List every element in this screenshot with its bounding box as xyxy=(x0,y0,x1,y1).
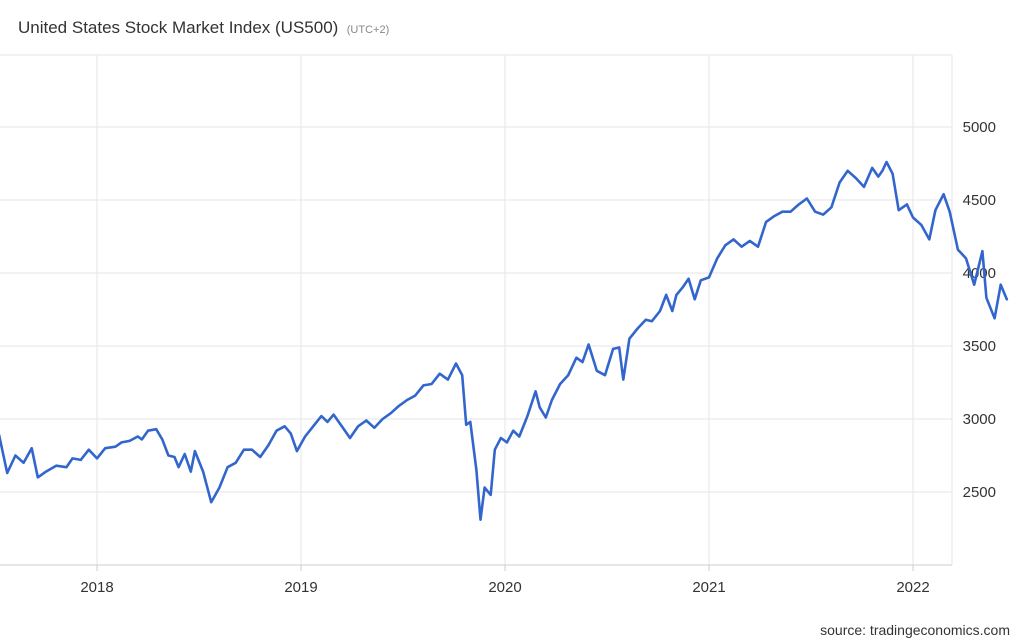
y-tick-label: 5000 xyxy=(963,119,996,136)
y-tick-label: 3000 xyxy=(963,411,996,428)
x-tick-label: 2021 xyxy=(692,579,725,596)
chart-title-row: United States Stock Market Index (US500)… xyxy=(18,18,389,38)
y-tick-label: 3500 xyxy=(963,338,996,355)
source-label: source: tradingeconomics.com xyxy=(820,622,1010,638)
series-line-0 xyxy=(0,160,1009,521)
x-tick-label: 2020 xyxy=(488,579,521,596)
y-tick-label: 2500 xyxy=(963,484,996,501)
x-tick-label: 2019 xyxy=(284,579,317,596)
x-tick-label: 2022 xyxy=(896,579,929,596)
chart-title: United States Stock Market Index (US500) xyxy=(18,18,339,37)
timezone-label: (UTC+2) xyxy=(346,24,390,36)
x-tick-label: 2018 xyxy=(80,579,113,596)
y-tick-label: 4500 xyxy=(963,192,996,209)
